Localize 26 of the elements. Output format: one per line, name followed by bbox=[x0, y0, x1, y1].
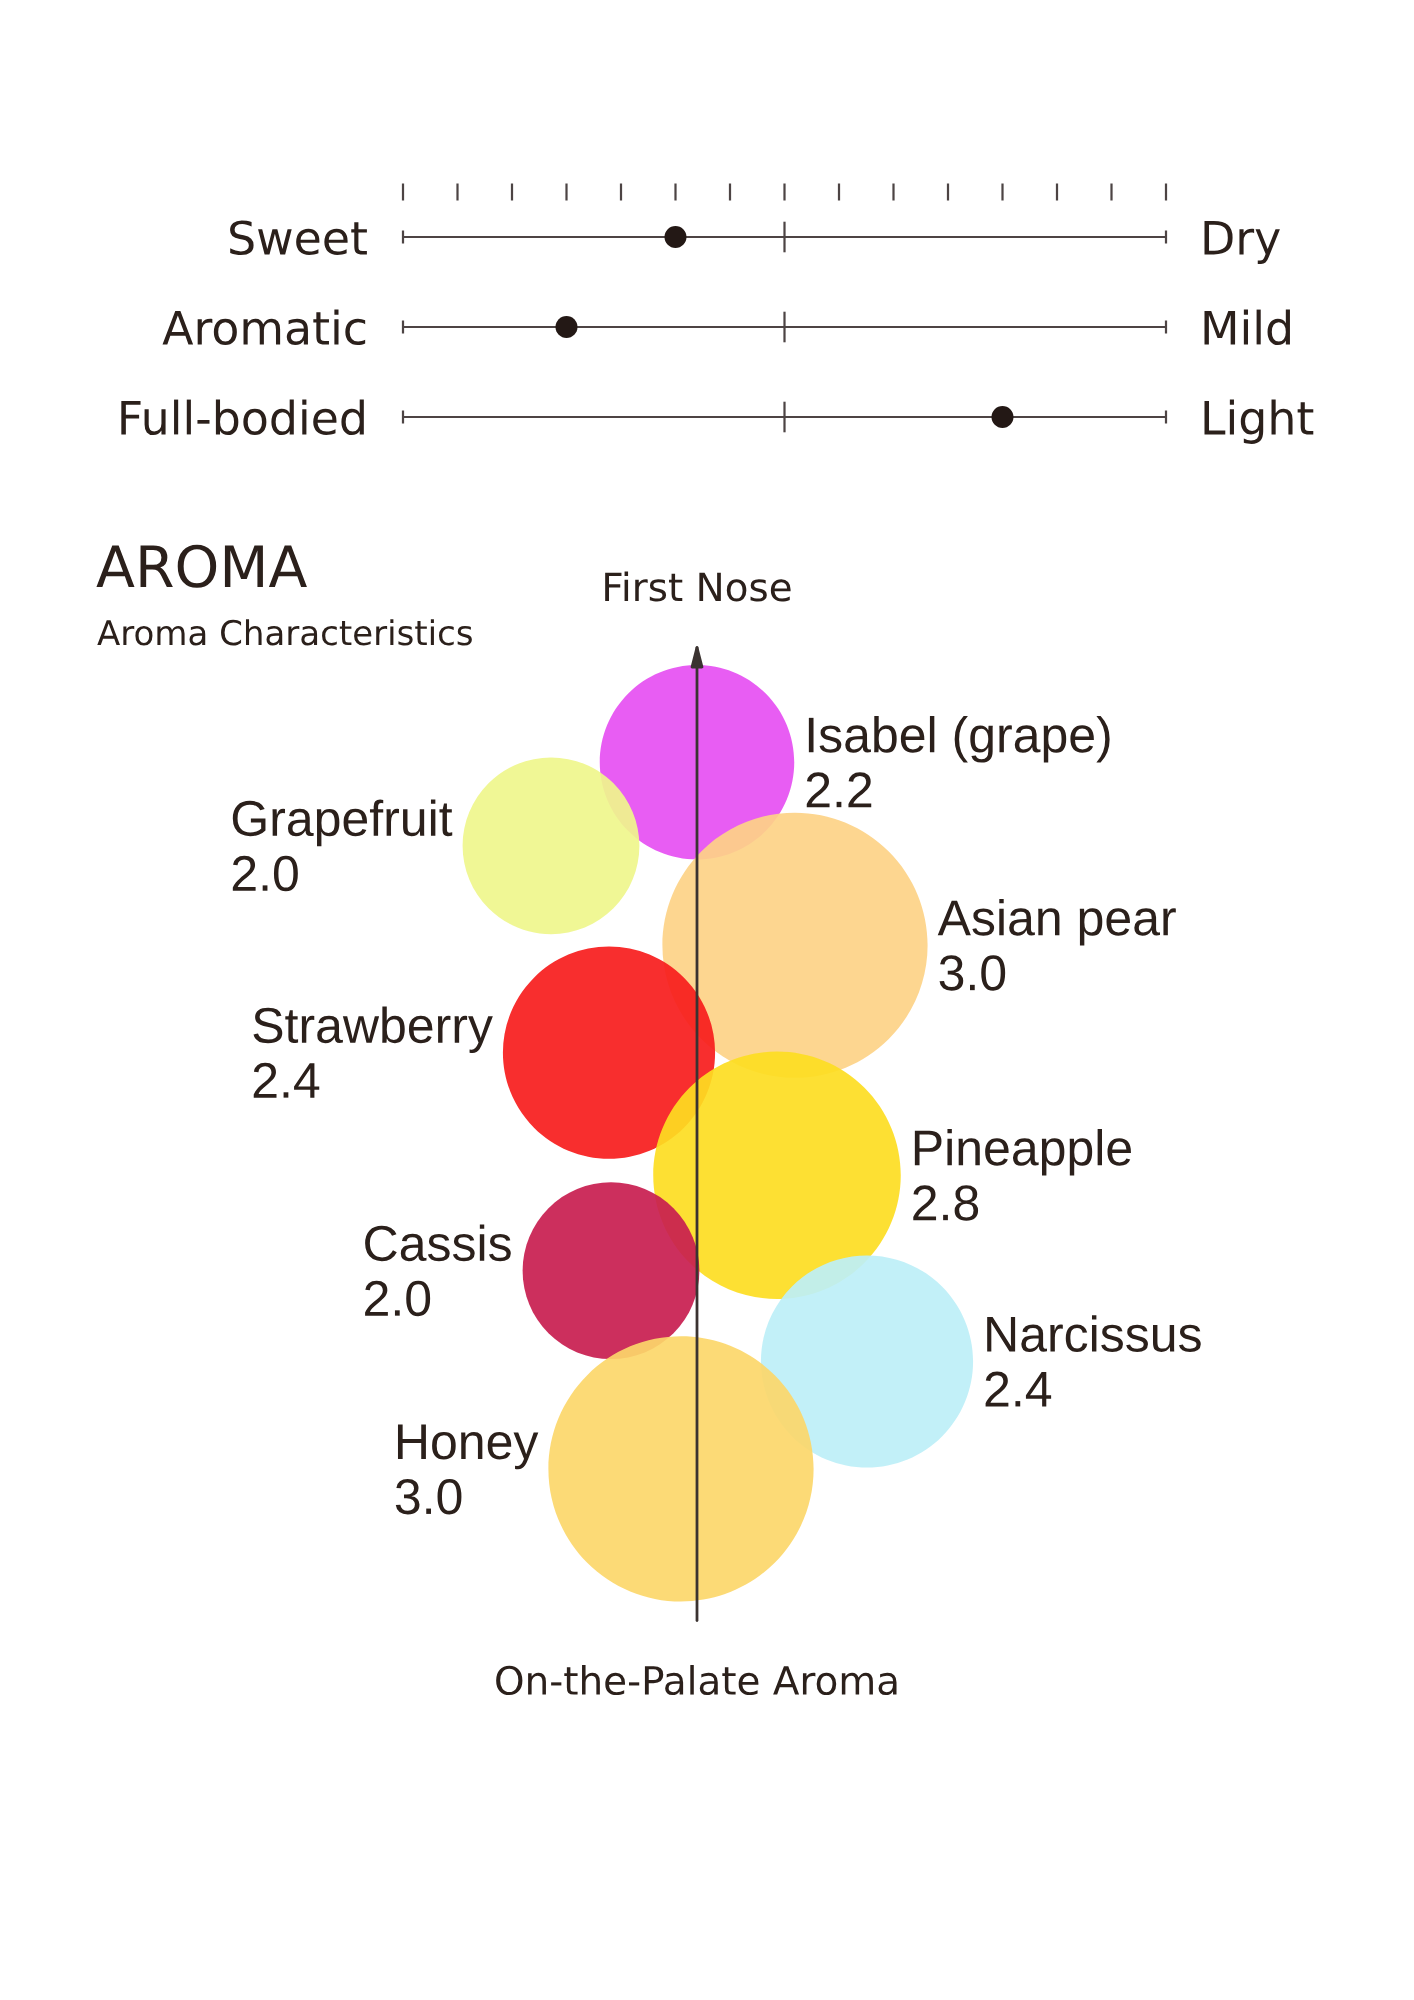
text: Aroma Characteristics bbox=[97, 619, 472, 646]
category-label: Isabel (grape) bbox=[808, 716, 1110, 763]
data-label: 3.0 bbox=[395, 1478, 462, 1515]
text: On-the-Palate Aroma bbox=[496, 1665, 897, 1696]
data-label: 2.2 bbox=[806, 772, 872, 808]
y-tick-label: Full-bodied bbox=[121, 399, 364, 436]
y-tick-label: Aromatic bbox=[162, 309, 366, 346]
category-label: Asian pear bbox=[937, 898, 1176, 946]
data-label: 3.0 bbox=[939, 955, 1006, 991]
y2-tick-label: Mild bbox=[1204, 309, 1290, 346]
text: AROMA bbox=[96, 544, 307, 588]
category-label: Cassis bbox=[365, 1224, 511, 1262]
category-label: Honey bbox=[397, 1424, 539, 1470]
data-label: 2.0 bbox=[365, 1280, 431, 1317]
text: First Nose bbox=[605, 571, 791, 602]
data-label: 2.4 bbox=[985, 1371, 1052, 1407]
category-label: Grapefruit bbox=[232, 799, 453, 847]
data-label: 2.0 bbox=[232, 855, 298, 892]
category-label: Narcissus bbox=[987, 1315, 1201, 1352]
category-label: Pineapple bbox=[914, 1129, 1131, 1176]
y2-tick-label: Dry bbox=[1204, 221, 1280, 264]
category-label: Strawberry bbox=[253, 1006, 493, 1054]
y2-tick-label: Light bbox=[1204, 399, 1314, 444]
data-label: 2.8 bbox=[913, 1185, 979, 1221]
data-label: 2.4 bbox=[253, 1062, 320, 1098]
y-tick-label: Sweet bbox=[230, 220, 367, 256]
